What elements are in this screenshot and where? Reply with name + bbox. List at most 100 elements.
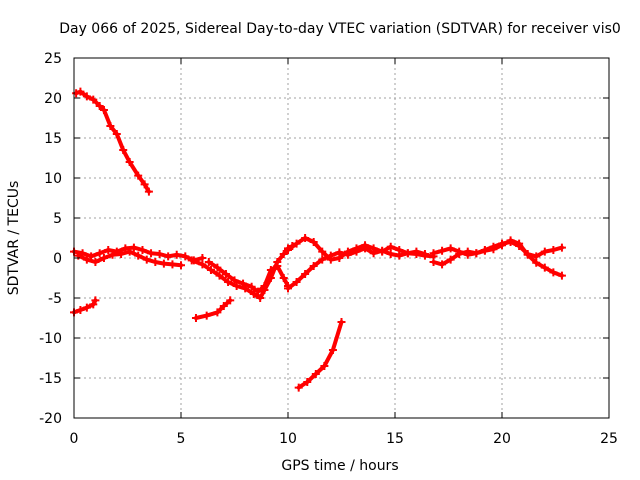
data-point [378,247,387,256]
data-point [438,246,447,255]
series-arc-1 [72,87,153,196]
data-point [191,314,200,322]
x-tick-label: 0 [70,431,79,447]
data-point [309,238,318,246]
data-point [335,254,344,262]
data-point [266,266,275,274]
data-point [279,274,288,282]
data-point [89,95,98,104]
data-point [151,258,160,266]
data-point [532,258,541,267]
series-line [431,238,564,278]
data-point [343,247,352,256]
data-point [117,250,126,258]
data-point [303,378,312,386]
data-point [506,236,515,245]
series-arc-12 [429,236,566,280]
data-point [125,158,134,166]
data-point [386,250,395,258]
data-point [147,249,156,258]
series-line [206,260,290,294]
data-point [395,246,404,254]
data-point [82,92,91,101]
data-point [472,249,481,258]
data-point [292,278,301,286]
data-point [446,255,455,264]
series-arc-4 [74,247,185,270]
data-point [352,244,361,253]
data-point [540,263,549,272]
y-tick-label: -15 [39,371,62,387]
data-point [226,296,235,305]
data-point [361,241,370,250]
data-point [168,260,177,269]
data-point [540,247,549,256]
data-point [254,287,263,296]
grid-lines [74,58,609,418]
data-point [95,102,104,110]
data-point [403,249,412,258]
data-point [108,250,117,259]
data-point [221,270,230,278]
y-tick-label: 0 [53,251,62,267]
data-point [125,247,134,256]
data-point [284,246,292,254]
data-point [82,303,91,312]
data-point [164,252,173,261]
data-point [129,243,138,252]
y-tick-label: 10 [44,171,62,187]
data-point [328,346,337,354]
data-point [95,249,104,258]
data-point [309,262,318,270]
y-tick-label: 20 [44,91,62,107]
data-point [249,290,258,298]
x-axis-ticks: 0 5 10 15 20 25 [70,58,618,447]
data-point [429,249,438,258]
data-point [99,254,108,262]
data-point [104,246,113,254]
data-point [159,259,168,268]
data-point [446,244,455,253]
data-series-group [70,87,566,392]
data-point [91,258,100,266]
data-point [247,282,256,291]
data-point [134,251,143,260]
data-point [204,258,213,266]
data-point [82,255,91,264]
data-point [155,250,164,258]
data-point [112,130,121,138]
series-arc-6 [191,296,235,322]
data-point [215,271,224,280]
data-point [412,247,421,256]
y-tick-label: 15 [44,131,62,147]
data-point [99,106,108,114]
data-point [294,383,303,392]
data-point [134,171,143,180]
data-point [76,306,85,314]
data-point [386,242,395,251]
y-tick-label: 5 [53,211,62,227]
data-point [213,308,222,317]
data-point [337,318,346,326]
data-point [202,311,211,320]
x-tick-label: 10 [279,431,297,447]
data-point [557,243,566,252]
series-arc-9 [284,234,429,264]
data-point [144,187,153,196]
data-point [523,250,532,259]
y-tick-label: -20 [39,411,62,427]
series-line [72,245,205,263]
data-point [198,260,207,269]
data-point [557,271,566,280]
data-point [181,252,190,261]
data-point [463,250,472,259]
data-point [318,255,327,264]
data-point [142,255,151,264]
x-tick-label: 20 [493,431,511,447]
data-point [76,87,85,96]
data-point [429,258,438,266]
data-point [260,282,269,290]
y-axis-ticks: 25 20 15 10 5 0 -5 -10 -15 -20 [39,51,609,427]
x-tick-label: 15 [386,431,404,447]
